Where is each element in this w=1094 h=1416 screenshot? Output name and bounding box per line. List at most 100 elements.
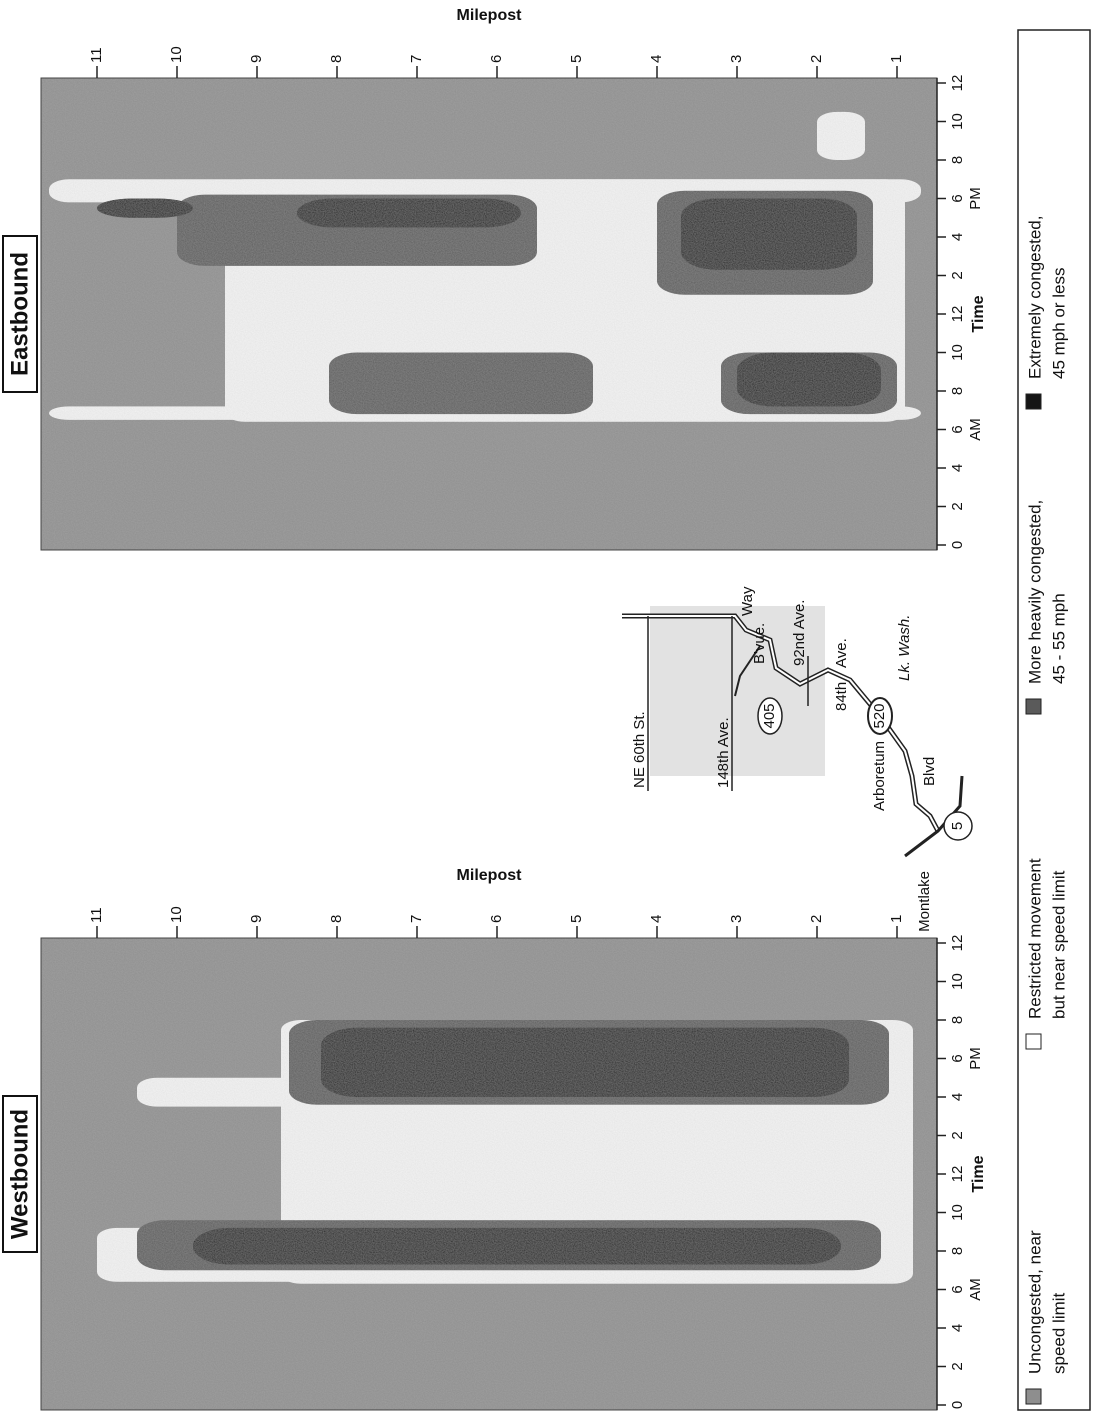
x-tick-label: 2 bbox=[949, 502, 966, 510]
y-tick-label: 1 bbox=[888, 915, 905, 923]
period-label: PM bbox=[967, 187, 984, 210]
x-tick-label: 4 bbox=[949, 233, 966, 241]
x-tick-label: 10 bbox=[949, 1204, 966, 1221]
map-label: Lk. Wash. bbox=[896, 615, 913, 681]
x-tick-label: 4 bbox=[949, 464, 966, 472]
map-label: Montlake bbox=[916, 871, 933, 932]
road-520-inner bbox=[622, 615, 939, 832]
x-tick-label: 8 bbox=[949, 1016, 966, 1024]
y-tick-label: 3 bbox=[728, 915, 745, 923]
y-tick-label: 11 bbox=[88, 47, 105, 63]
legend-label: 45 mph or less bbox=[1049, 268, 1068, 380]
legend-label: Extremely congested, bbox=[1025, 216, 1044, 379]
congestion-region bbox=[329, 352, 593, 415]
chart-title: Eastbound bbox=[6, 252, 33, 376]
y-tick-label: 7 bbox=[408, 915, 425, 923]
legend-label: Restricted movement bbox=[1025, 858, 1044, 1019]
map-label: 92nd Ave. bbox=[791, 600, 808, 666]
legend-swatch bbox=[1025, 1388, 1042, 1405]
y-tick-label: 9 bbox=[248, 915, 265, 923]
x-tick-label: 0 bbox=[949, 1401, 966, 1409]
map-label: B'vue. bbox=[751, 623, 768, 664]
y-tick-label: 10 bbox=[168, 46, 185, 63]
road-405 bbox=[734, 645, 761, 697]
map-label: 405 bbox=[761, 703, 778, 728]
y-tick-label: 9 bbox=[248, 55, 265, 63]
lake-shading bbox=[650, 606, 825, 776]
legend-label: Uncongested, near bbox=[1025, 1230, 1044, 1374]
y-tick-label: 6 bbox=[488, 55, 505, 63]
x-tick-label: 12 bbox=[949, 1166, 966, 1183]
legend-box bbox=[1017, 29, 1091, 1411]
shield-520 bbox=[867, 697, 893, 735]
y-tick-label: 2 bbox=[808, 55, 825, 63]
plot-area bbox=[41, 938, 937, 1410]
y-tick-label: 5 bbox=[568, 55, 585, 63]
y-tick-label: 5 bbox=[568, 915, 585, 923]
y-tick-label: 3 bbox=[728, 55, 745, 63]
x-tick-label: 10 bbox=[949, 113, 966, 130]
title-box bbox=[2, 235, 38, 393]
congestion-region bbox=[321, 1027, 849, 1097]
x-tick-label: 12 bbox=[949, 306, 966, 323]
map-label: 84th bbox=[833, 682, 850, 711]
heatmap-panel: Westbound02468101224681012AMPMTime123456… bbox=[2, 867, 987, 1411]
map-label: Ave. bbox=[833, 638, 850, 668]
y-tick-label: 2 bbox=[808, 915, 825, 923]
x-axis-label: Time bbox=[970, 295, 987, 332]
y-axis-label: Milepost bbox=[457, 7, 523, 24]
x-tick-label: 2 bbox=[949, 1362, 966, 1370]
congestion-region bbox=[817, 111, 865, 160]
map-label: 148th Ave. bbox=[715, 717, 732, 788]
x-tick-label: 6 bbox=[949, 194, 966, 202]
x-tick-label: 2 bbox=[949, 1131, 966, 1139]
y-tick-label: 10 bbox=[168, 906, 185, 923]
legend-label: but near speed limit bbox=[1049, 870, 1068, 1019]
congestion-region bbox=[681, 198, 857, 270]
x-tick-label: 4 bbox=[949, 1324, 966, 1332]
x-tick-label: 12 bbox=[949, 75, 966, 92]
heatmap-panel: Eastbound02468101224681012AMPMTime123456… bbox=[2, 7, 987, 551]
legend-swatch bbox=[1025, 698, 1042, 715]
legend-label: speed limit bbox=[1049, 1292, 1068, 1374]
x-tick-label: 10 bbox=[949, 344, 966, 361]
congestion-region bbox=[97, 198, 193, 218]
x-tick-label: 6 bbox=[949, 425, 966, 433]
x-tick-label: 4 bbox=[949, 1093, 966, 1101]
route-map bbox=[622, 606, 973, 858]
x-tick-label: 12 bbox=[949, 935, 966, 952]
y-tick-label: 6 bbox=[488, 915, 505, 923]
legend-swatch bbox=[1025, 1033, 1042, 1050]
y-tick-label: 4 bbox=[648, 915, 665, 923]
y-tick-label: 7 bbox=[408, 55, 425, 63]
period-label: PM bbox=[967, 1047, 984, 1070]
map-label: 520 bbox=[871, 703, 888, 728]
shield-405 bbox=[757, 697, 783, 735]
x-axis-label: Time bbox=[970, 1155, 987, 1192]
x-tick-label: 6 bbox=[949, 1285, 966, 1293]
map-label: NE 60th St. bbox=[631, 711, 648, 788]
y-tick-label: 4 bbox=[648, 55, 665, 63]
shield-5 bbox=[943, 811, 973, 841]
x-tick-label: 8 bbox=[949, 156, 966, 164]
y-tick-label: 8 bbox=[328, 55, 345, 63]
chart-title: Westbound bbox=[6, 1109, 33, 1239]
legend-label: 45 - 55 mph bbox=[1049, 593, 1068, 684]
x-tick-label: 0 bbox=[949, 541, 966, 549]
x-tick-label: 6 bbox=[949, 1054, 966, 1062]
congestion-region bbox=[193, 1227, 841, 1265]
map-label: 5 bbox=[949, 822, 966, 830]
period-label: AM bbox=[967, 418, 984, 441]
congestion-region bbox=[737, 352, 881, 407]
legend-swatch bbox=[1025, 393, 1042, 410]
x-tick-label: 8 bbox=[949, 387, 966, 395]
y-tick-label: 8 bbox=[328, 915, 345, 923]
x-tick-label: 10 bbox=[949, 973, 966, 990]
plot-area bbox=[41, 78, 937, 550]
map-label: Way bbox=[739, 586, 756, 616]
congestion-region bbox=[297, 198, 521, 228]
legend-label: More heavily congested, bbox=[1025, 500, 1044, 684]
y-tick-label: 11 bbox=[88, 907, 105, 923]
